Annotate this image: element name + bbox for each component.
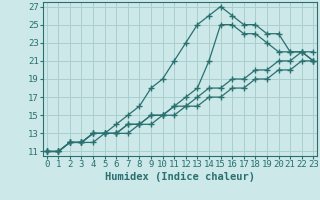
X-axis label: Humidex (Indice chaleur): Humidex (Indice chaleur) xyxy=(105,172,255,182)
